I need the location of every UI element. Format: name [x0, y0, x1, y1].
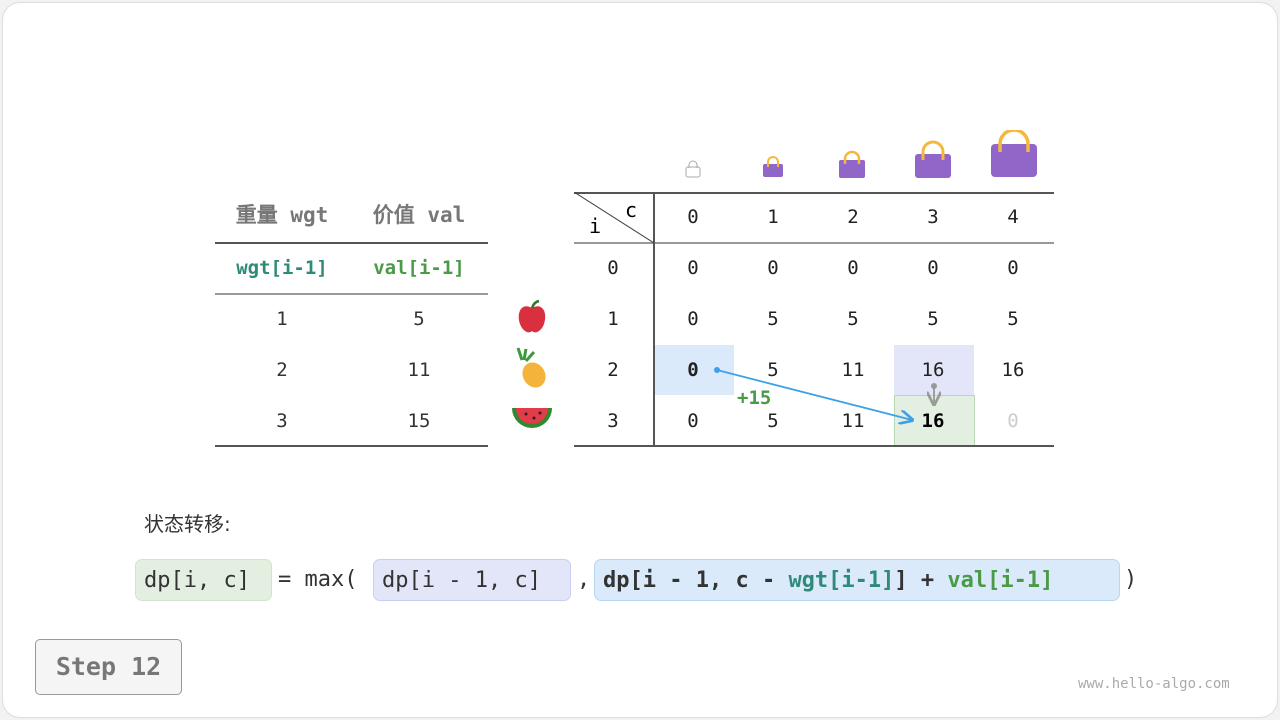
bag-2-icon: [839, 150, 865, 178]
row-header: 1: [607, 308, 619, 330]
formula-max: = max(: [278, 567, 358, 592]
dp-cell: 5: [847, 308, 859, 330]
corner-i-label: i: [589, 214, 602, 238]
val-cell: 15: [407, 410, 431, 432]
dp-cell: 5: [767, 359, 779, 381]
subheader-val: val[i-1]: [373, 257, 465, 279]
value-gain-annotation: +15: [737, 387, 772, 409]
val-cell: 11: [407, 359, 431, 381]
header-value: 价值 val: [372, 203, 466, 227]
bag-1-icon: [763, 156, 783, 177]
opt2-part: dp[i - 1, c -: [603, 568, 789, 593]
dp-cell: 5: [1007, 308, 1019, 330]
dp-cell: 0: [687, 410, 699, 432]
wgt-cell: 2: [276, 359, 288, 381]
col-header: 4: [1007, 206, 1019, 228]
formula-option-1: dp[i - 1, c]: [373, 559, 571, 601]
header-weight: 重量 wgt: [235, 203, 329, 227]
opt2-wgt: wgt[i-1]: [788, 568, 895, 593]
dp-cell: 11: [841, 410, 865, 432]
dp-cell: 16: [1001, 359, 1025, 381]
arrow-from-source: [716, 369, 912, 420]
dp-cell: 5: [767, 308, 779, 330]
dp-cell: 11: [841, 359, 865, 381]
formula-close: ): [1124, 567, 1138, 592]
col-header: 2: [847, 206, 859, 228]
apple-icon: [518, 299, 546, 333]
transition-label: 状态转移:: [144, 512, 231, 536]
dp-cell: 0: [687, 308, 699, 330]
opt2-part: ] +: [894, 568, 948, 593]
col-header: 3: [927, 206, 939, 228]
dp-cell: 16: [921, 410, 945, 432]
row-header: 2: [607, 359, 619, 381]
col-header: 0: [687, 206, 699, 228]
val-cell: 5: [413, 308, 425, 330]
formula-lhs: dp[i, c]: [135, 559, 272, 601]
formula-comma: ,: [577, 567, 591, 592]
bag-3-icon: [915, 140, 951, 178]
pineapple-icon: [516, 347, 546, 388]
dp-cell: 0: [1007, 410, 1019, 432]
watermelon-icon: [512, 408, 552, 428]
bag-empty-icon: [685, 160, 701, 178]
dp-cell: 5: [767, 410, 779, 432]
corner-c-label: c: [625, 198, 638, 222]
formula-option-2: dp[i - 1, c - wgt[i-1]] + val[i-1]: [594, 559, 1120, 601]
dp-cell: 0: [847, 257, 859, 279]
row-header: 3: [607, 410, 619, 432]
watermark: www.hello-algo.com: [1078, 676, 1230, 692]
bag-4-icon: [991, 130, 1037, 177]
dp-cell: 0: [687, 257, 699, 279]
dp-cell: 16: [921, 359, 945, 381]
highlight-source-cell: [654, 345, 734, 395]
dp-cell: 0: [687, 359, 699, 381]
opt2-val: val[i-1]: [947, 568, 1054, 593]
col-header: 1: [767, 206, 779, 228]
subheader-wgt: wgt[i-1]: [236, 257, 328, 279]
dp-cell: 0: [927, 257, 939, 279]
row-header: 0: [607, 257, 619, 279]
dp-cell: 5: [927, 308, 939, 330]
wgt-cell: 1: [276, 308, 288, 330]
step-button[interactable]: Step 12: [35, 639, 182, 695]
dp-cell: 0: [767, 257, 779, 279]
dp-cell: 0: [1007, 257, 1019, 279]
wgt-cell: 3: [276, 410, 288, 432]
